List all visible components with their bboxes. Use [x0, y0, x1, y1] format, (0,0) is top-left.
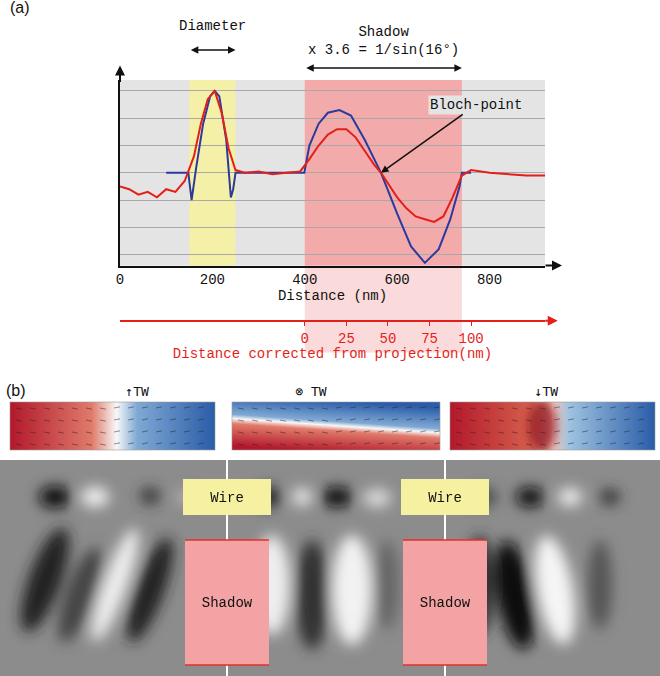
- svg-text:↓TW: ↓TW: [535, 384, 559, 399]
- svg-text:Distance (nm): Distance (nm): [278, 288, 387, 304]
- svg-text:50: 50: [380, 331, 397, 347]
- svg-text:800: 800: [477, 272, 502, 288]
- svg-text:400: 400: [292, 272, 317, 288]
- svg-text:Shadow: Shadow: [420, 595, 471, 611]
- svg-text:Wire: Wire: [210, 490, 244, 506]
- svg-text:Bloch-point: Bloch-point: [430, 97, 522, 113]
- svg-text:Wire: Wire: [428, 490, 462, 506]
- svg-text:75: 75: [421, 331, 438, 347]
- svg-text:25: 25: [338, 331, 355, 347]
- svg-text:Shadowx 3.6 = 1/sin(16°): Shadowx 3.6 = 1/sin(16°): [308, 24, 459, 58]
- svg-text:200: 200: [200, 272, 225, 288]
- svg-text:(a): (a): [10, 0, 30, 16]
- svg-text:600: 600: [385, 272, 410, 288]
- svg-text:(b): (b): [6, 382, 26, 399]
- svg-text:100: 100: [459, 331, 484, 347]
- svg-text:0: 0: [116, 272, 124, 288]
- svg-text:↑TW: ↑TW: [125, 384, 149, 399]
- svg-text:Shadow: Shadow: [202, 595, 253, 611]
- svg-text:0: 0: [301, 331, 309, 347]
- svg-text:Diameter: Diameter: [179, 18, 246, 34]
- svg-text:Distance corrected from projec: Distance corrected from projection(nm): [173, 347, 492, 363]
- svg-text:⊗ TW: ⊗ TW: [295, 384, 326, 399]
